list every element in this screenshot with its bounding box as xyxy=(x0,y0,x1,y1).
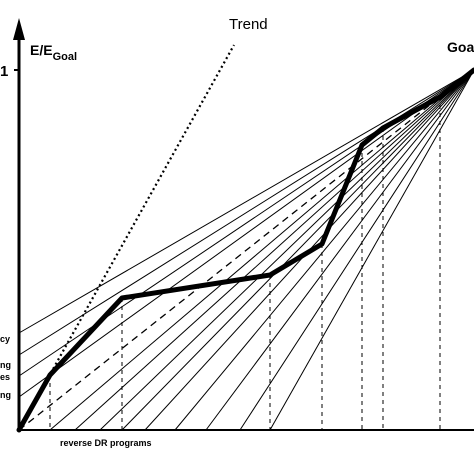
fan-line xyxy=(74,69,474,431)
y-axis-label-subscript: Goal xyxy=(53,51,77,63)
fan-line xyxy=(269,69,474,431)
fan-line xyxy=(18,69,474,334)
fan-line xyxy=(99,69,474,431)
fan-line xyxy=(18,69,474,398)
goal-label: Goa xyxy=(447,39,474,55)
dashed-diagonal xyxy=(18,69,474,431)
left-label-4: ng xyxy=(0,390,11,400)
drop-lines xyxy=(49,97,441,430)
left-label-2: ng xyxy=(0,360,11,370)
fan-line xyxy=(174,69,474,431)
actual-path xyxy=(16,67,474,433)
trend-line xyxy=(18,44,235,431)
left-label-3: es xyxy=(0,372,10,382)
x-annotation: reverse DR programs xyxy=(60,438,152,448)
fan-line xyxy=(121,69,474,431)
fan-line xyxy=(49,69,474,431)
y-axis-arrow xyxy=(13,18,25,40)
fan-line xyxy=(239,69,474,431)
fan-line xyxy=(205,69,474,431)
fan-line xyxy=(18,69,474,356)
y-tick-label: 1 xyxy=(0,63,8,80)
trend-label: Trend xyxy=(229,16,268,33)
left-label-1: cy xyxy=(0,334,10,344)
y-axis-label: E/EGoal xyxy=(30,42,77,63)
